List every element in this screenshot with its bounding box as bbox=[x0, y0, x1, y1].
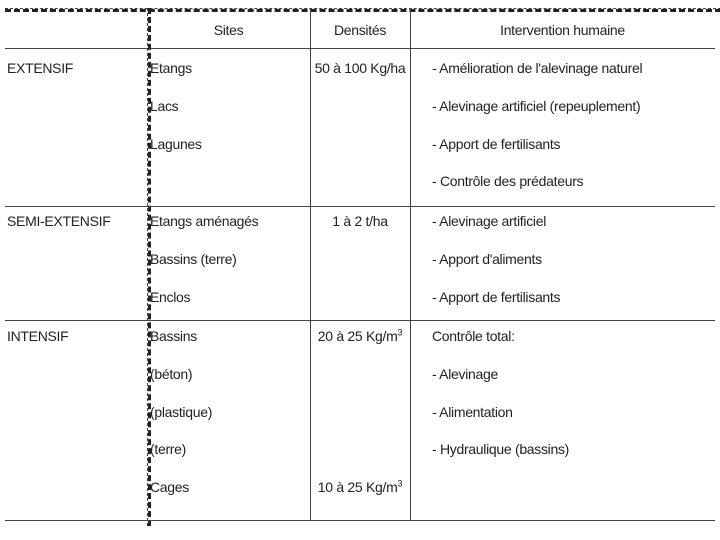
density: 50 à 100 Kg/ha bbox=[310, 60, 410, 76]
row-rule bbox=[5, 520, 715, 521]
header-intervention: Intervention humaine bbox=[500, 22, 625, 38]
row-category: EXTENSIF bbox=[7, 60, 74, 76]
site: (plastique) bbox=[150, 403, 213, 420]
site: Cages bbox=[150, 479, 189, 496]
intervention: Contrôle total: bbox=[432, 328, 515, 344]
density-superscript: 3 bbox=[397, 327, 403, 338]
row-rule bbox=[5, 320, 715, 321]
site: Enclos bbox=[150, 288, 191, 305]
site: Lagunes bbox=[150, 135, 202, 152]
intervention: - Alevinage artificiel (repeuplement) bbox=[432, 97, 641, 114]
density: 10 à 25 Kg/m3 bbox=[310, 479, 410, 495]
intervention: - Contrôle des prédateurs bbox=[432, 173, 584, 190]
intervention: - Hydraulique (bassins) bbox=[432, 441, 570, 458]
site: Bassins bbox=[150, 328, 197, 344]
row-rule bbox=[5, 206, 715, 207]
intervention: - Alimentation bbox=[432, 403, 513, 420]
header-densities: Densités bbox=[333, 22, 387, 38]
intervention: - Alevinage artificiel bbox=[432, 213, 547, 229]
density: 20 à 25 Kg/m3 bbox=[310, 328, 410, 344]
density-text: 50 à 100 Kg/ha bbox=[314, 60, 406, 76]
column-divider bbox=[410, 8, 411, 520]
column-divider bbox=[147, 8, 151, 526]
top-border bbox=[5, 8, 720, 12]
density-text: 20 à 25 Kg/m bbox=[317, 328, 398, 344]
density-text: 1 à 2 t/ha bbox=[332, 213, 388, 229]
site: Bassins (terre) bbox=[150, 250, 237, 267]
intervention: - Amélioration de l'alevinage naturel bbox=[432, 60, 643, 76]
intervention: - Alevinage bbox=[432, 365, 498, 382]
site: Etangs bbox=[150, 60, 192, 76]
site: (béton) bbox=[150, 365, 193, 382]
column-divider bbox=[310, 8, 311, 520]
site: (terre) bbox=[150, 441, 187, 458]
density-superscript: 3 bbox=[397, 478, 403, 489]
density: 1 à 2 t/ha bbox=[310, 213, 410, 229]
row-category: SEMI-EXTENSIF bbox=[7, 213, 111, 229]
row-category: INTENSIF bbox=[7, 328, 69, 344]
site: Etangs aménagés bbox=[150, 213, 259, 229]
intervention: - Apport d'aliments bbox=[432, 250, 542, 267]
header-rule bbox=[5, 48, 715, 49]
intervention: - Apport de fertilisants bbox=[432, 135, 561, 152]
site: Lacs bbox=[150, 97, 179, 114]
intervention: - Apport de fertilisants bbox=[432, 288, 561, 305]
header-sites: Sites bbox=[213, 22, 244, 38]
density-text: 10 à 25 Kg/m bbox=[317, 479, 398, 496]
